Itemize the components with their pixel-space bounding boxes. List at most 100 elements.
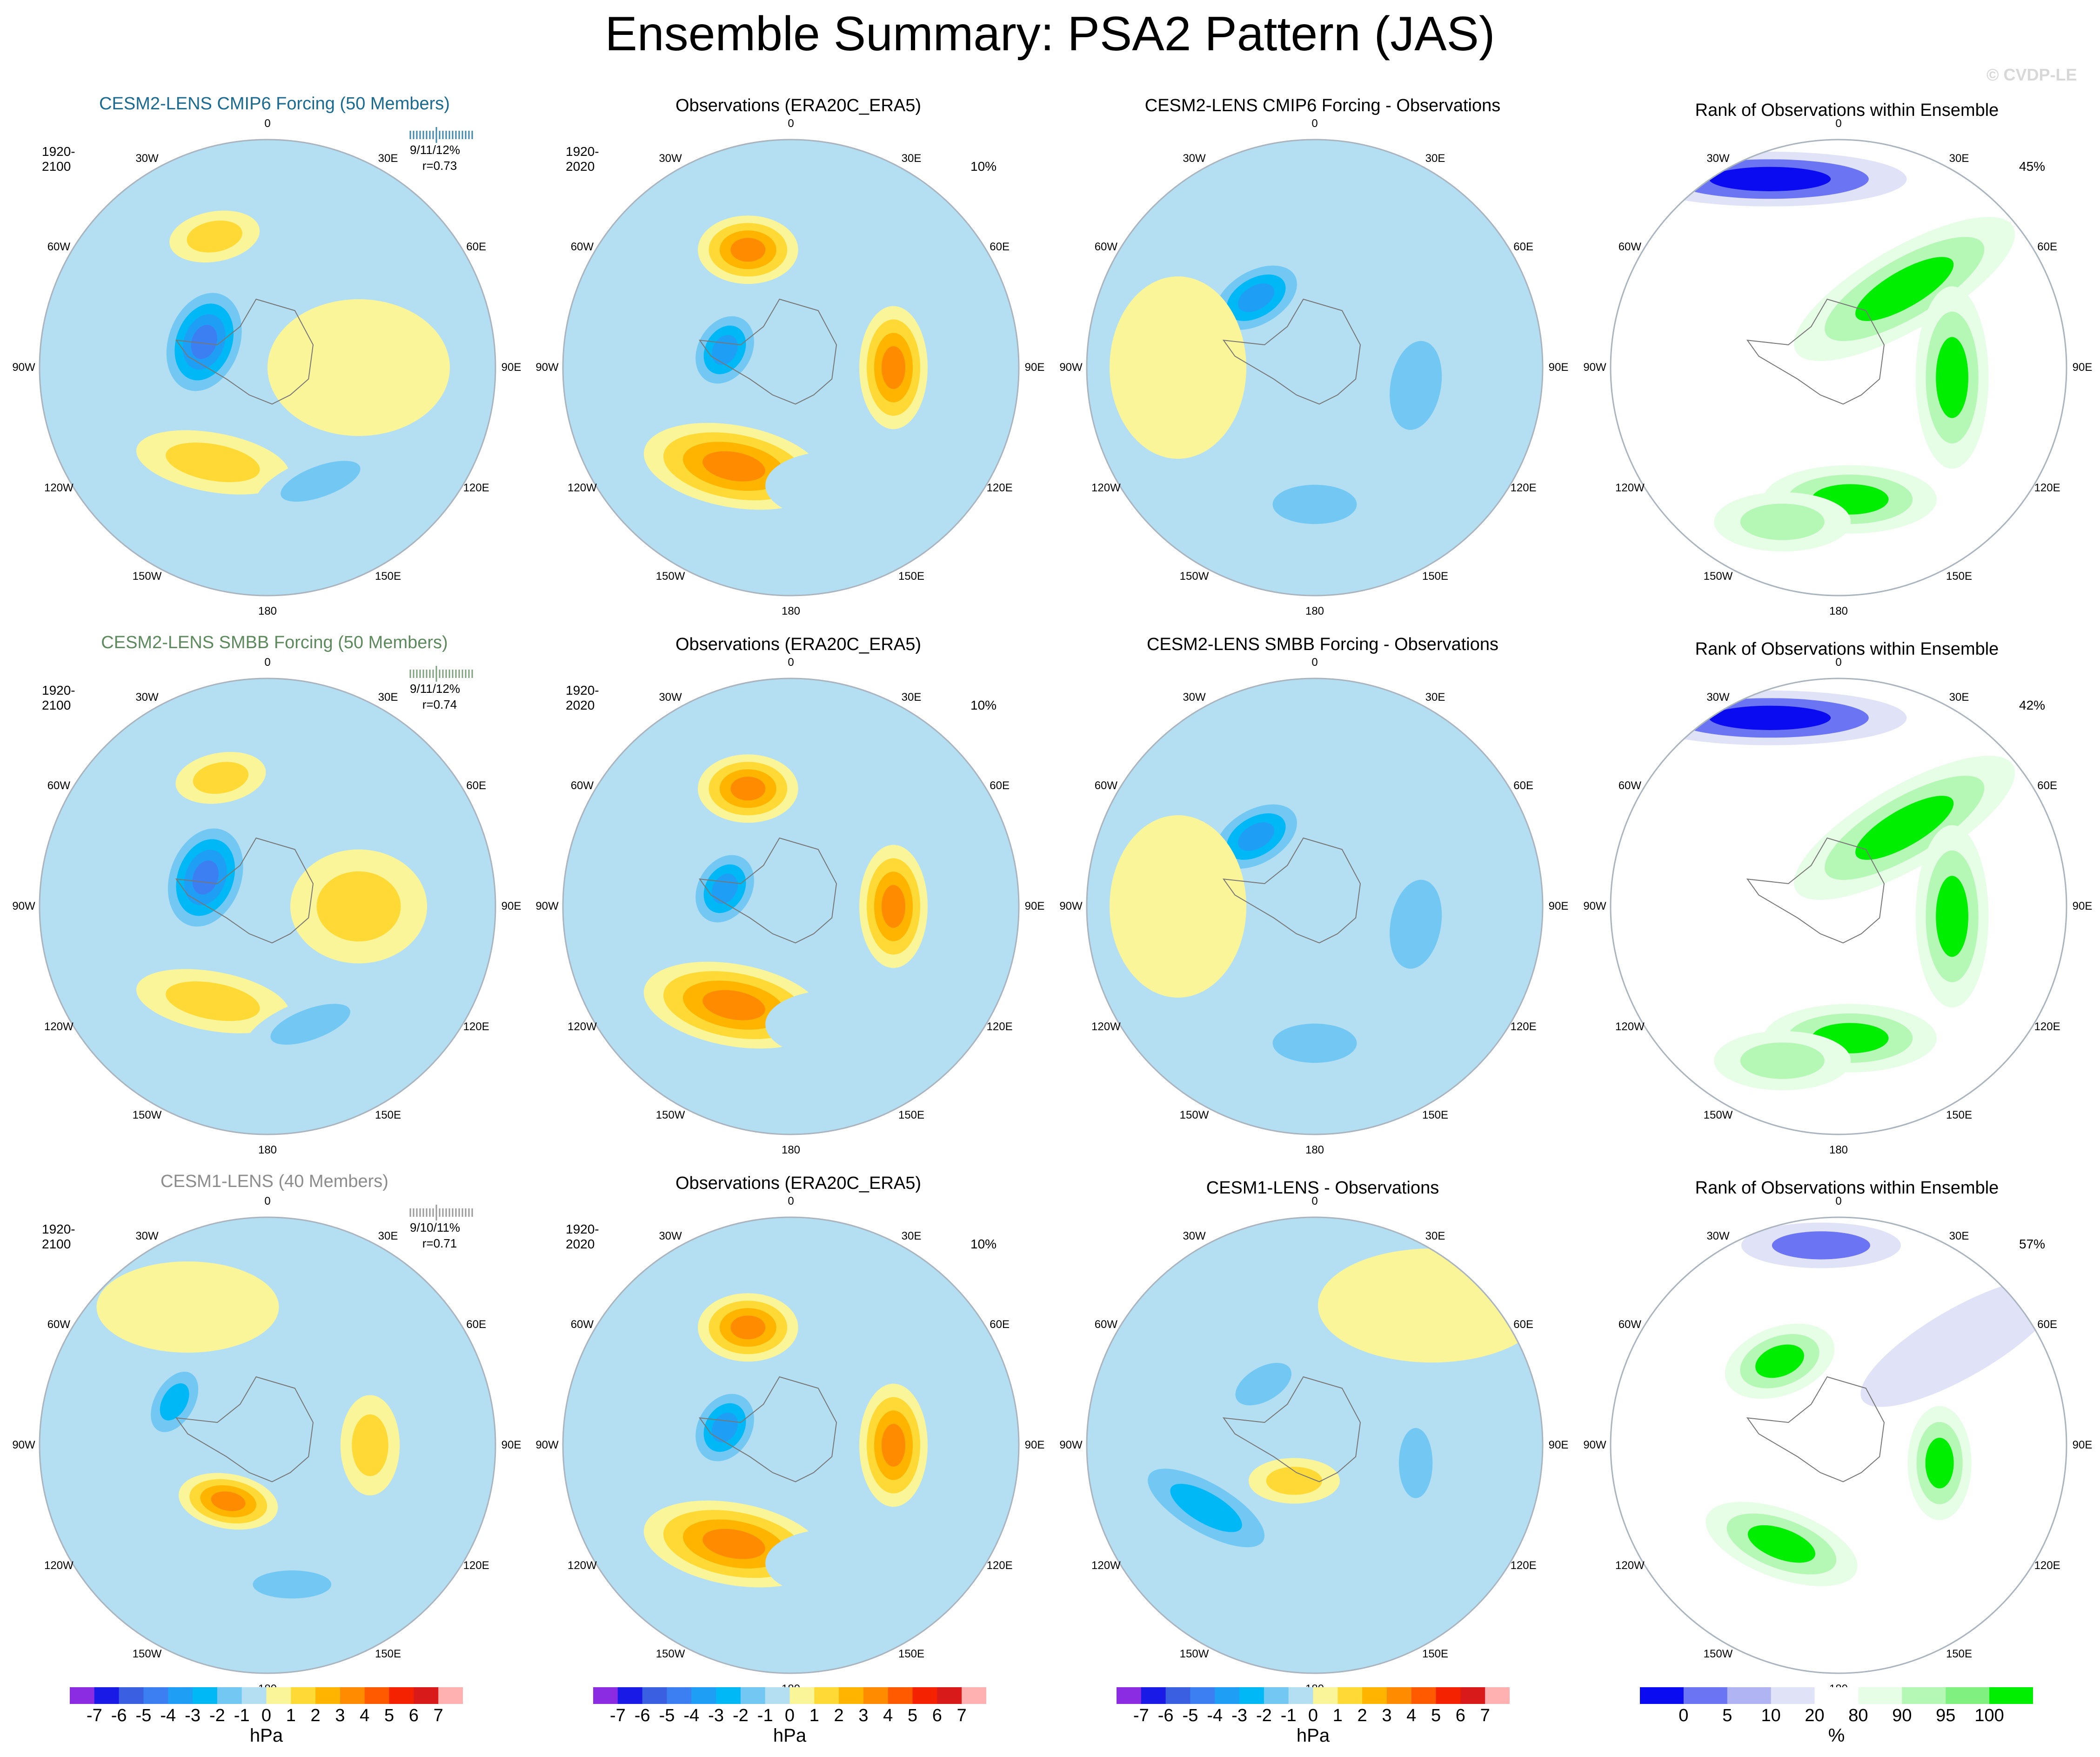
colorbar-tick-label: 4 <box>360 1706 370 1725</box>
colorbar-tick-label: 95 <box>1936 1706 1956 1725</box>
colorbar-swatch <box>740 1687 766 1704</box>
variance-percent: 10% <box>970 159 997 174</box>
colorbar-unit: hPa <box>773 1725 807 1746</box>
colorbar-tick-label: -4 <box>1207 1706 1223 1725</box>
contour-3-level-0 <box>1110 815 1246 998</box>
longitude-label: 30W <box>1706 691 1730 704</box>
colorbar-tick-label: -1 <box>234 1706 250 1725</box>
colorbar-swatch <box>266 1687 291 1704</box>
colorbar-tick-label: 3 <box>1382 1706 1392 1725</box>
contour-4-level-1 <box>1740 503 1825 540</box>
contour-2-level-2 <box>1936 876 1968 957</box>
contour-4-level-0 <box>268 299 450 436</box>
longitude-label: 120W <box>1091 1020 1121 1033</box>
panel-title: Rank of Observations within Ensemble <box>1695 1178 1999 1198</box>
contour-3-level-1 <box>270 1004 350 1045</box>
panel-title: CESM2-LENS CMIP6 Forcing (50 Members) <box>99 94 450 114</box>
colorbar-swatch <box>414 1687 439 1704</box>
colorbar-tick-label: 7 <box>1480 1706 1490 1725</box>
map-background <box>563 1217 1019 1673</box>
colorbar-swatch <box>168 1687 193 1704</box>
longitude-label: 30E <box>1949 691 1969 704</box>
member-stats: 9/11/12% <box>410 143 460 157</box>
map-background <box>1611 1217 2067 1673</box>
longitude-label: 60W <box>47 1318 71 1331</box>
longitude-label: 30E <box>378 1230 398 1243</box>
longitude-label: 60W <box>1094 779 1118 792</box>
antarctica-outline <box>175 837 314 944</box>
contour-4-level-0 <box>765 990 903 1059</box>
colorbar-tick-label: 3 <box>858 1706 869 1725</box>
colorbar-swatch <box>94 1687 120 1704</box>
longitude-label: 30W <box>659 691 682 704</box>
map-border <box>39 677 496 1135</box>
contour-1-level-2 <box>1855 796 1954 860</box>
longitude-label: 150W <box>655 1108 685 1121</box>
antarctica-outline <box>1222 837 1361 944</box>
longitude-label: 60E <box>2037 779 2057 792</box>
map-background <box>40 678 495 1134</box>
colorbar-tick-label: -2 <box>209 1706 225 1725</box>
colorbar-swatch <box>789 1687 815 1704</box>
colorbar-tick-label: 0 <box>261 1706 272 1725</box>
contour-4-level-0 <box>765 451 903 520</box>
longitude-label: 150W <box>1179 1108 1209 1121</box>
colorbar-tick-label: -3 <box>1231 1706 1247 1725</box>
colorbar-tick-label: -2 <box>732 1706 749 1725</box>
longitude-label: 30W <box>659 152 682 165</box>
colorbar-tick-label: -1 <box>757 1706 773 1725</box>
map-r1-c0 <box>39 677 496 1135</box>
colorbar-tick-label: 0 <box>1308 1706 1318 1725</box>
colorbar-tick-label: 0 <box>784 1706 795 1725</box>
contour-0-level-2 <box>1709 705 1831 730</box>
longitude-label: 60E <box>2037 241 2057 253</box>
longitude-label: 150E <box>1946 570 1973 583</box>
antarctica-outline <box>698 1376 837 1482</box>
longitude-label: 90E <box>1024 1439 1045 1451</box>
map-border <box>562 677 1020 1135</box>
antarctica-outline <box>698 298 837 405</box>
longitude-label: 180 <box>258 605 277 617</box>
longitude-label: 120E <box>986 1559 1013 1572</box>
colorbar-swatch <box>1362 1687 1387 1704</box>
longitude-label: 0 <box>788 1195 794 1207</box>
longitude-label: 120E <box>986 1020 1013 1033</box>
contour-2-level-1 <box>1272 484 1357 524</box>
colorbar-tick-label: 6 <box>408 1706 419 1725</box>
member-stats: 9/11/12% <box>410 682 460 696</box>
map-border <box>1610 677 2067 1135</box>
colorbar-swatch <box>1902 1687 1946 1704</box>
contour-2-level-3 <box>881 346 906 389</box>
longitude-label: 120E <box>1510 482 1537 494</box>
map-border <box>562 1216 1020 1674</box>
colorbar-swatch <box>70 1687 95 1704</box>
map-r2-c0 <box>39 1216 496 1674</box>
longitude-label: 150E <box>898 1108 925 1121</box>
colorbar-swatch <box>1814 1687 1859 1704</box>
antarctica-outline <box>1222 1376 1361 1482</box>
colorbar-swatch <box>1190 1687 1215 1704</box>
colorbar-unit: hPa <box>249 1725 283 1746</box>
longitude-label: 30W <box>659 1230 682 1243</box>
longitude-label: 30E <box>1949 152 1969 165</box>
longitude-label: 150W <box>132 1647 162 1660</box>
longitude-label: 150W <box>655 570 685 583</box>
longitude-label: 150E <box>375 570 401 583</box>
longitude-label: 60W <box>47 779 71 792</box>
longitude-label: 30E <box>1425 691 1445 704</box>
longitude-label: 120E <box>463 1020 489 1033</box>
colorbar-tick-label: -3 <box>185 1706 201 1725</box>
contour-4-level-0 <box>1318 1248 1543 1363</box>
colorbar-tick-label: -3 <box>708 1706 724 1725</box>
hpa-colorbar <box>1117 1687 1510 1704</box>
longitude-label: 60E <box>466 779 486 792</box>
longitude-label: 0 <box>264 1195 271 1207</box>
colorbar-tick-label: 5 <box>1431 1706 1441 1725</box>
contour-4-level-1 <box>316 871 401 942</box>
longitude-label: 150W <box>1179 570 1209 583</box>
contour-3-level-0 <box>1110 276 1246 459</box>
colorbar-tick-label: 10 <box>1761 1706 1781 1725</box>
longitude-label: 120E <box>986 482 1013 494</box>
colorbar-swatch <box>765 1687 790 1704</box>
longitude-label: 150W <box>1703 1647 1733 1660</box>
